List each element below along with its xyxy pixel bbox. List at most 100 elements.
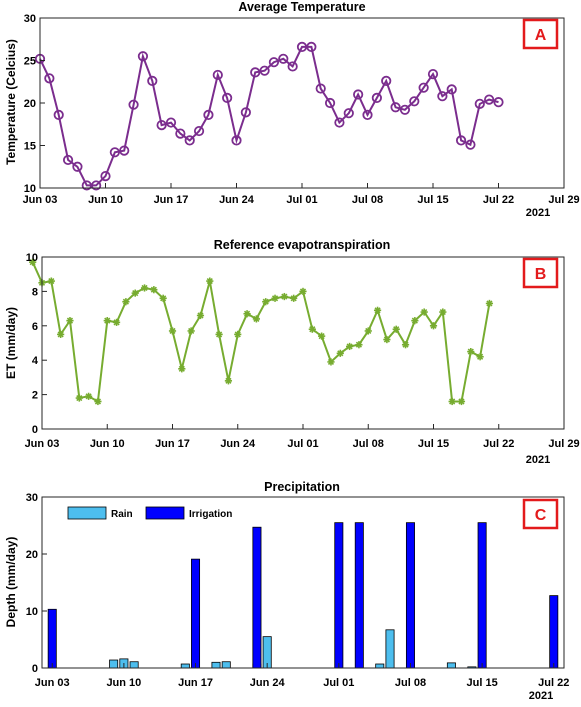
data-point xyxy=(215,330,223,338)
data-point xyxy=(306,41,317,53)
precipitation-y-ticks: 0 10 20 30 xyxy=(26,492,47,675)
data-point xyxy=(334,117,345,128)
data-point xyxy=(103,317,111,325)
evapotranspiration-axes-box xyxy=(41,256,565,430)
data-point xyxy=(234,330,242,338)
data-point xyxy=(327,358,335,366)
data-point xyxy=(252,315,260,323)
data-point xyxy=(427,69,439,80)
x-tick-label: Jun 17 xyxy=(155,438,190,450)
y-tick-label: 15 xyxy=(24,141,36,153)
data-point xyxy=(250,67,261,78)
data-point xyxy=(364,327,372,335)
x-tick-label: Jul 01 xyxy=(323,677,354,689)
legend-swatch-rain xyxy=(67,506,107,520)
bar-irrigation xyxy=(47,608,57,669)
data-point xyxy=(315,83,326,94)
data-point xyxy=(448,397,456,406)
bar-irrigation xyxy=(334,522,344,669)
data-point xyxy=(355,341,363,349)
data-point xyxy=(439,308,447,316)
y-tick-label: 10 xyxy=(24,183,36,195)
data-point xyxy=(362,109,373,121)
data-point xyxy=(175,128,186,139)
data-point xyxy=(128,99,139,110)
data-point xyxy=(75,394,83,402)
data-point xyxy=(493,97,504,108)
data-point xyxy=(411,317,419,325)
badge-letter-b: B xyxy=(535,266,547,283)
badge-frame xyxy=(522,257,559,289)
badge-letter-c: C xyxy=(535,507,547,524)
data-point xyxy=(159,294,167,302)
y-tick-label: 10 xyxy=(26,252,38,264)
data-point xyxy=(467,348,475,356)
data-point xyxy=(383,335,391,344)
data-point xyxy=(409,96,420,107)
temperature-title: Average Temperature xyxy=(238,0,365,14)
y-tick-label: 8 xyxy=(32,286,38,298)
bar-irrigation xyxy=(354,522,364,669)
bar-irrigation xyxy=(549,595,559,669)
series-line xyxy=(39,45,499,187)
data-point xyxy=(224,377,233,385)
data-point xyxy=(324,97,336,109)
evapotranspiration-plot-area xyxy=(42,257,564,429)
data-point xyxy=(29,258,37,266)
data-point xyxy=(381,75,392,87)
x-tick-label: Jun 03 xyxy=(25,438,60,450)
data-point xyxy=(168,327,177,335)
data-point xyxy=(437,91,448,102)
x-tick-label: Jun 24 xyxy=(250,677,286,689)
precipitation-plot-area xyxy=(42,497,564,668)
bar-rain xyxy=(385,629,395,669)
data-point xyxy=(72,161,83,172)
data-point xyxy=(66,317,74,325)
evapotranspiration-x-ticks: Jun 03 Jun 10 Jun 17 Jun 24 Jul 01 Jul 08 Jul … xyxy=(25,424,580,450)
data-point xyxy=(231,135,242,146)
data-point xyxy=(243,310,251,318)
y-tick-label: 30 xyxy=(26,492,38,504)
data-point xyxy=(44,73,55,84)
y-tick-label: 20 xyxy=(24,98,36,110)
data-point xyxy=(484,94,495,105)
data-point xyxy=(131,289,139,297)
y-tick-label: 4 xyxy=(32,355,39,367)
data-point xyxy=(187,327,195,335)
data-point xyxy=(91,180,102,191)
y-tick-label: 6 xyxy=(32,321,38,333)
data-point xyxy=(280,292,288,301)
evapotranspiration-year-label: 2021 xyxy=(526,454,550,466)
x-tick-label: Jul 29 xyxy=(548,194,579,206)
data-point xyxy=(53,109,64,121)
data-point xyxy=(485,299,494,308)
bar-irrigation xyxy=(191,558,201,669)
data-point xyxy=(259,65,270,76)
y-tick-label: 0 xyxy=(32,424,38,436)
data-point xyxy=(112,318,121,326)
data-point xyxy=(109,147,120,158)
data-point xyxy=(165,117,177,128)
data-point xyxy=(308,325,316,333)
data-point xyxy=(150,286,158,294)
x-tick-label: Jul 15 xyxy=(467,677,498,689)
x-tick-label: Jun 24 xyxy=(219,194,255,206)
temperature-axes-box xyxy=(39,17,565,189)
data-point xyxy=(62,154,74,166)
evapotranspiration-title: Reference evapotranspiration xyxy=(214,238,390,252)
y-tick-label: 20 xyxy=(26,549,38,561)
bar-rain xyxy=(109,659,119,669)
data-point xyxy=(240,107,251,118)
badge-frame xyxy=(522,498,559,530)
bar-irrigation xyxy=(405,522,415,669)
data-point xyxy=(299,287,307,295)
data-point xyxy=(203,109,214,121)
data-point xyxy=(196,311,205,320)
x-tick-label: Jul 22 xyxy=(483,194,514,206)
bar-irrigation xyxy=(477,522,487,669)
data-point xyxy=(206,277,214,285)
evapotranspiration-ylabel: ET (mm/day) xyxy=(4,307,18,379)
precipitation-axes-box xyxy=(41,496,565,669)
data-point xyxy=(336,349,344,357)
